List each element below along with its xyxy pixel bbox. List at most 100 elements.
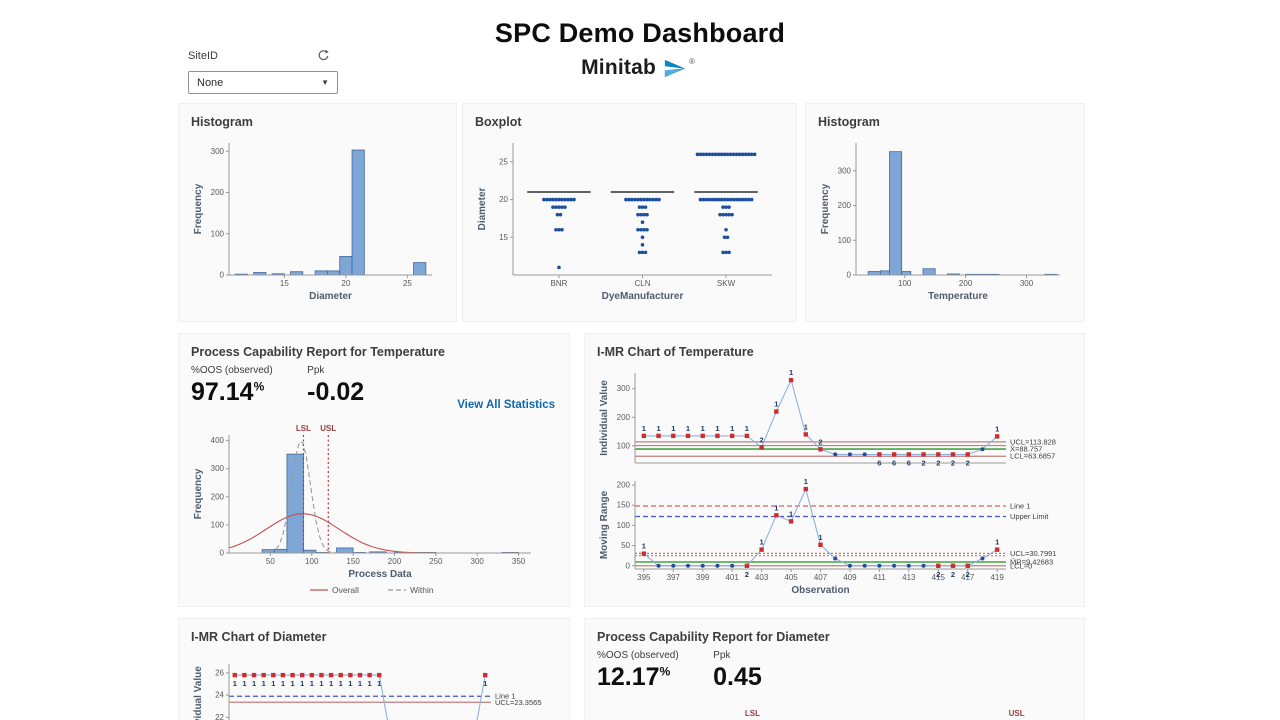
svg-text:1: 1 [233,679,237,688]
svg-text:Individual Value: Individual Value [599,380,610,456]
svg-text:50: 50 [621,541,630,550]
svg-text:Frequency: Frequency [820,183,831,234]
svg-text:1: 1 [348,679,352,688]
svg-text:100: 100 [838,236,852,245]
capability-stats: %OOS (observed) 97.14% Ppk -0.02 View Al… [191,365,557,417]
svg-text:CLN: CLN [634,279,650,288]
svg-text:100: 100 [898,279,912,288]
svg-text:Temperature: Temperature [928,291,988,302]
svg-text:1: 1 [252,679,256,688]
refresh-icon[interactable] [317,49,330,62]
svg-text:1: 1 [789,368,793,377]
card-title: I-MR Chart of Temperature [597,345,754,359]
histogram-diameter-chart[interactable]: 0 100 200 300 15 20 25 Diameter Frequency [191,135,444,303]
svg-text:200: 200 [617,481,631,490]
svg-text:USL: USL [320,424,336,433]
svg-text:0: 0 [626,561,631,570]
site-filter: SiteID None ▼ [188,49,338,94]
svg-text:1: 1 [995,538,999,547]
svg-text:6: 6 [892,458,896,467]
svg-text:409: 409 [843,573,857,582]
svg-text:Within: Within [410,585,434,595]
svg-text:2: 2 [966,458,970,467]
card-capability-diameter: Process Capability Report for Diameter %… [584,618,1085,720]
svg-text:300: 300 [211,464,225,473]
svg-text:LCL=0: LCL=0 [1010,561,1032,570]
svg-text:100: 100 [617,521,631,530]
svg-text:2: 2 [745,570,749,579]
card-title: Process Capability Report for Diameter [597,630,830,644]
chevron-down-icon: ▼ [321,78,329,87]
svg-text:150: 150 [346,557,360,566]
svg-text:1: 1 [483,679,487,688]
card-title: Histogram [191,115,253,129]
svg-text:2: 2 [921,458,925,467]
minitab-logo-icon [664,59,686,77]
capability-temperature-chart[interactable]: LSL USL 0 100 200 300 400 50 100 150 200 250 300 350 P… [191,419,557,599]
svg-text:200: 200 [838,201,852,210]
svg-text:1: 1 [339,679,343,688]
stat-ppk: Ppk 0.45 [713,650,762,692]
svg-text:25: 25 [403,279,412,288]
svg-text:1: 1 [358,679,362,688]
svg-text:100: 100 [305,557,319,566]
svg-text:413: 413 [902,573,916,582]
svg-text:1: 1 [262,679,266,688]
capability-diameter-chart[interactable]: LSLUSL0100200300152025Process DataFreque… [597,704,1072,720]
card-title: Histogram [818,115,880,129]
svg-text:26: 26 [215,668,224,677]
boxplot-chart[interactable]: 15 20 25 BNR CLN SKW DyeManufacturer Diameter [475,135,784,303]
svg-text:Observation: Observation [791,585,849,596]
card-boxplot: Boxplot 15 20 25 BNR CLN SKW DyeManufacturer Di… [462,103,797,322]
svg-text:Upper Limit: Upper Limit [1010,512,1049,521]
svg-text:1: 1 [671,424,675,433]
imr-temperature-individuals-chart[interactable]: UCL=113.828 X̄=88.757 LCL=63.6857 100 200 300… [597,365,1072,471]
svg-text:6: 6 [877,458,881,467]
imr-temperature-moving-range-chart[interactable]: Line 1 Upper Limit UCL=30.7991 M̄R=9.42683 L… [597,473,1072,597]
svg-text:SKW: SKW [717,279,736,288]
svg-text:200: 200 [959,279,973,288]
svg-text:350: 350 [512,557,526,566]
svg-text:100: 100 [211,229,225,238]
svg-text:1: 1 [656,424,660,433]
svg-text:25: 25 [499,157,508,166]
svg-text:Individual Value: Individual Value [193,666,204,720]
svg-text:1: 1 [745,424,749,433]
svg-text:1: 1 [804,477,808,486]
svg-text:Overall: Overall [332,585,359,595]
stat-oos-value: 12.17% [597,663,671,691]
view-all-statistics-link[interactable]: View All Statistics [457,399,555,411]
svg-text:1: 1 [329,679,333,688]
svg-text:UCL=23.3565: UCL=23.3565 [495,698,542,707]
svg-text:1: 1 [281,679,285,688]
svg-text:2: 2 [818,437,822,446]
svg-text:417: 417 [961,573,975,582]
svg-text:0: 0 [847,271,852,280]
svg-text:0: 0 [220,549,225,558]
svg-text:24: 24 [215,691,224,700]
svg-text:BNR: BNR [551,279,568,288]
stat-oos-label: %OOS (observed) [191,365,273,376]
svg-text:1: 1 [715,424,719,433]
histogram-temperature-chart[interactable]: 0 100 200 300 100 200 300 Temperature Frequency [818,135,1072,303]
stat-ppk-label: Ppk [307,365,325,376]
svg-text:397: 397 [667,573,681,582]
card-title: Process Capability Report for Temperatur… [191,345,446,359]
svg-text:15: 15 [499,233,508,242]
svg-text:UCL=113.828: UCL=113.828 [1010,437,1056,446]
stat-ppk-value: -0.02 [307,378,365,406]
svg-text:50: 50 [266,557,275,566]
imr-diameter-individuals-chart[interactable]: Line 1UCL=23.3565X̄=20.830520222426Indiv… [191,656,557,720]
site-select[interactable]: None ▼ [188,71,338,94]
card-imr-diameter: I-MR Chart of Diameter Line 1 UCL=23.3565… [178,618,570,720]
svg-text:300: 300 [471,557,485,566]
stat-ppk-label: Ppk [713,650,731,661]
svg-text:1: 1 [686,424,690,433]
site-select-value: None [197,76,224,89]
svg-text:2: 2 [966,570,970,579]
svg-text:DyeManufacturer: DyeManufacturer [602,291,684,302]
svg-text:403: 403 [755,573,769,582]
svg-text:1: 1 [377,679,381,688]
svg-text:2: 2 [951,570,955,579]
page-title: SPC Demo Dashboard [494,18,786,48]
